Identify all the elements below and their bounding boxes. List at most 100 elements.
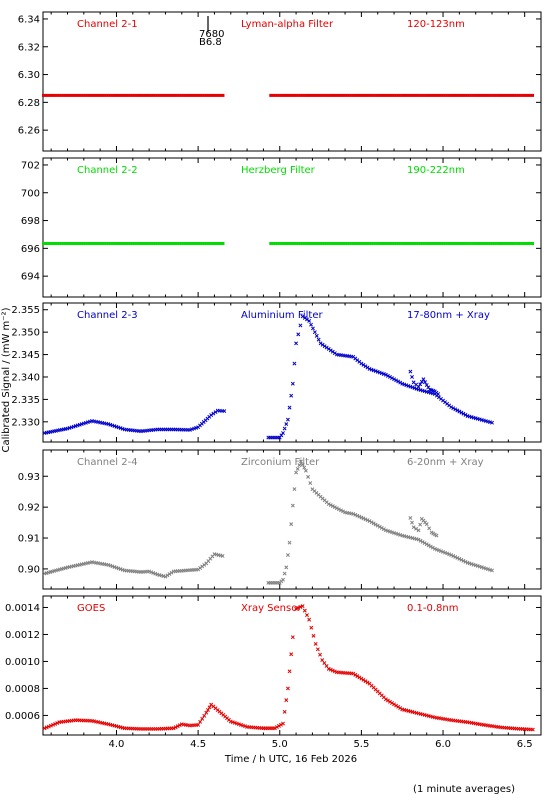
data-point [222, 409, 227, 414]
data-point [149, 93, 152, 97]
data-point [375, 93, 378, 97]
data-point [459, 557, 464, 562]
data-point [183, 241, 186, 245]
data-point [167, 93, 170, 97]
data-point [200, 93, 203, 97]
data-point [149, 241, 152, 245]
data-point [359, 515, 364, 520]
data-point [398, 241, 401, 245]
data-point [302, 93, 305, 97]
data-point [383, 697, 388, 702]
data-point [90, 241, 94, 245]
data-point [316, 241, 319, 245]
data-point [204, 241, 207, 245]
data-point [45, 241, 49, 245]
data-point [57, 93, 60, 97]
data-point [96, 241, 100, 245]
data-point [385, 373, 390, 378]
data-point [173, 241, 176, 245]
data-point [277, 241, 280, 245]
data-point [53, 721, 58, 726]
y-tick-label: 2.345 [11, 350, 40, 361]
data-point [269, 241, 272, 245]
data-point [294, 241, 297, 245]
data-point [285, 417, 290, 422]
data-point [286, 93, 290, 97]
data-point [163, 574, 168, 579]
data-point [169, 93, 172, 97]
panel-frame [42, 595, 542, 736]
data-point [169, 241, 172, 245]
data-point [147, 241, 151, 245]
data-point [381, 527, 386, 532]
y-tick-label: 2.355 [11, 305, 40, 316]
data-point [271, 241, 274, 245]
data-point [334, 506, 339, 511]
data-point [292, 361, 297, 366]
data-point [151, 241, 154, 245]
data-point [418, 93, 421, 97]
data-point [138, 241, 141, 245]
y-tick-label: 700 [21, 188, 40, 199]
data-point [502, 93, 505, 97]
data-point [447, 93, 450, 97]
data-point [61, 93, 64, 97]
data-point [118, 241, 121, 245]
data-point [359, 676, 364, 681]
data-point [163, 93, 166, 97]
data-point [335, 241, 339, 245]
data-point [455, 408, 460, 413]
data-point [179, 93, 182, 97]
data-point [457, 556, 462, 561]
data-point [116, 241, 119, 245]
averaging-footnote: (1 minute averages) [413, 784, 515, 795]
data-point [469, 241, 472, 245]
data-point [145, 93, 149, 97]
data-point [398, 380, 403, 385]
data-point [51, 722, 55, 727]
data-point [400, 93, 403, 97]
data-point [435, 241, 439, 245]
data-point [463, 412, 468, 417]
data-point [288, 93, 292, 97]
data-point [523, 241, 527, 245]
data-point [416, 241, 419, 245]
data-point [332, 505, 337, 510]
data-point [311, 326, 315, 331]
data-point [459, 410, 464, 415]
data-point [359, 93, 362, 97]
data-point [307, 318, 312, 323]
data-point [422, 541, 427, 546]
data-point [71, 93, 74, 97]
data-point [453, 407, 458, 412]
panel-filter-label: Aluminium Filter [241, 310, 324, 321]
data-point [363, 679, 368, 684]
data-point [55, 721, 60, 726]
data-point [326, 93, 329, 97]
data-point [416, 384, 421, 389]
data-point [316, 337, 321, 342]
panel-channel-label: GOES [77, 603, 105, 614]
data-point [441, 93, 444, 97]
data-point [287, 669, 292, 674]
data-point [324, 663, 329, 668]
data-point [388, 93, 392, 97]
data-point [155, 241, 158, 245]
data-point [167, 241, 170, 245]
data-point [204, 710, 209, 715]
data-point [525, 93, 529, 97]
data-point [506, 241, 509, 245]
data-point [310, 93, 313, 97]
data-point [292, 487, 297, 492]
data-point [173, 93, 176, 97]
data-point [108, 93, 111, 97]
data-point [198, 93, 201, 97]
x-tick-label: 6.0 [435, 739, 451, 750]
y-tick-label: 694 [21, 272, 40, 283]
data-point [383, 372, 388, 377]
data-point [436, 392, 441, 396]
data-point [205, 708, 210, 712]
data-point [313, 641, 318, 646]
data-point [51, 241, 54, 245]
